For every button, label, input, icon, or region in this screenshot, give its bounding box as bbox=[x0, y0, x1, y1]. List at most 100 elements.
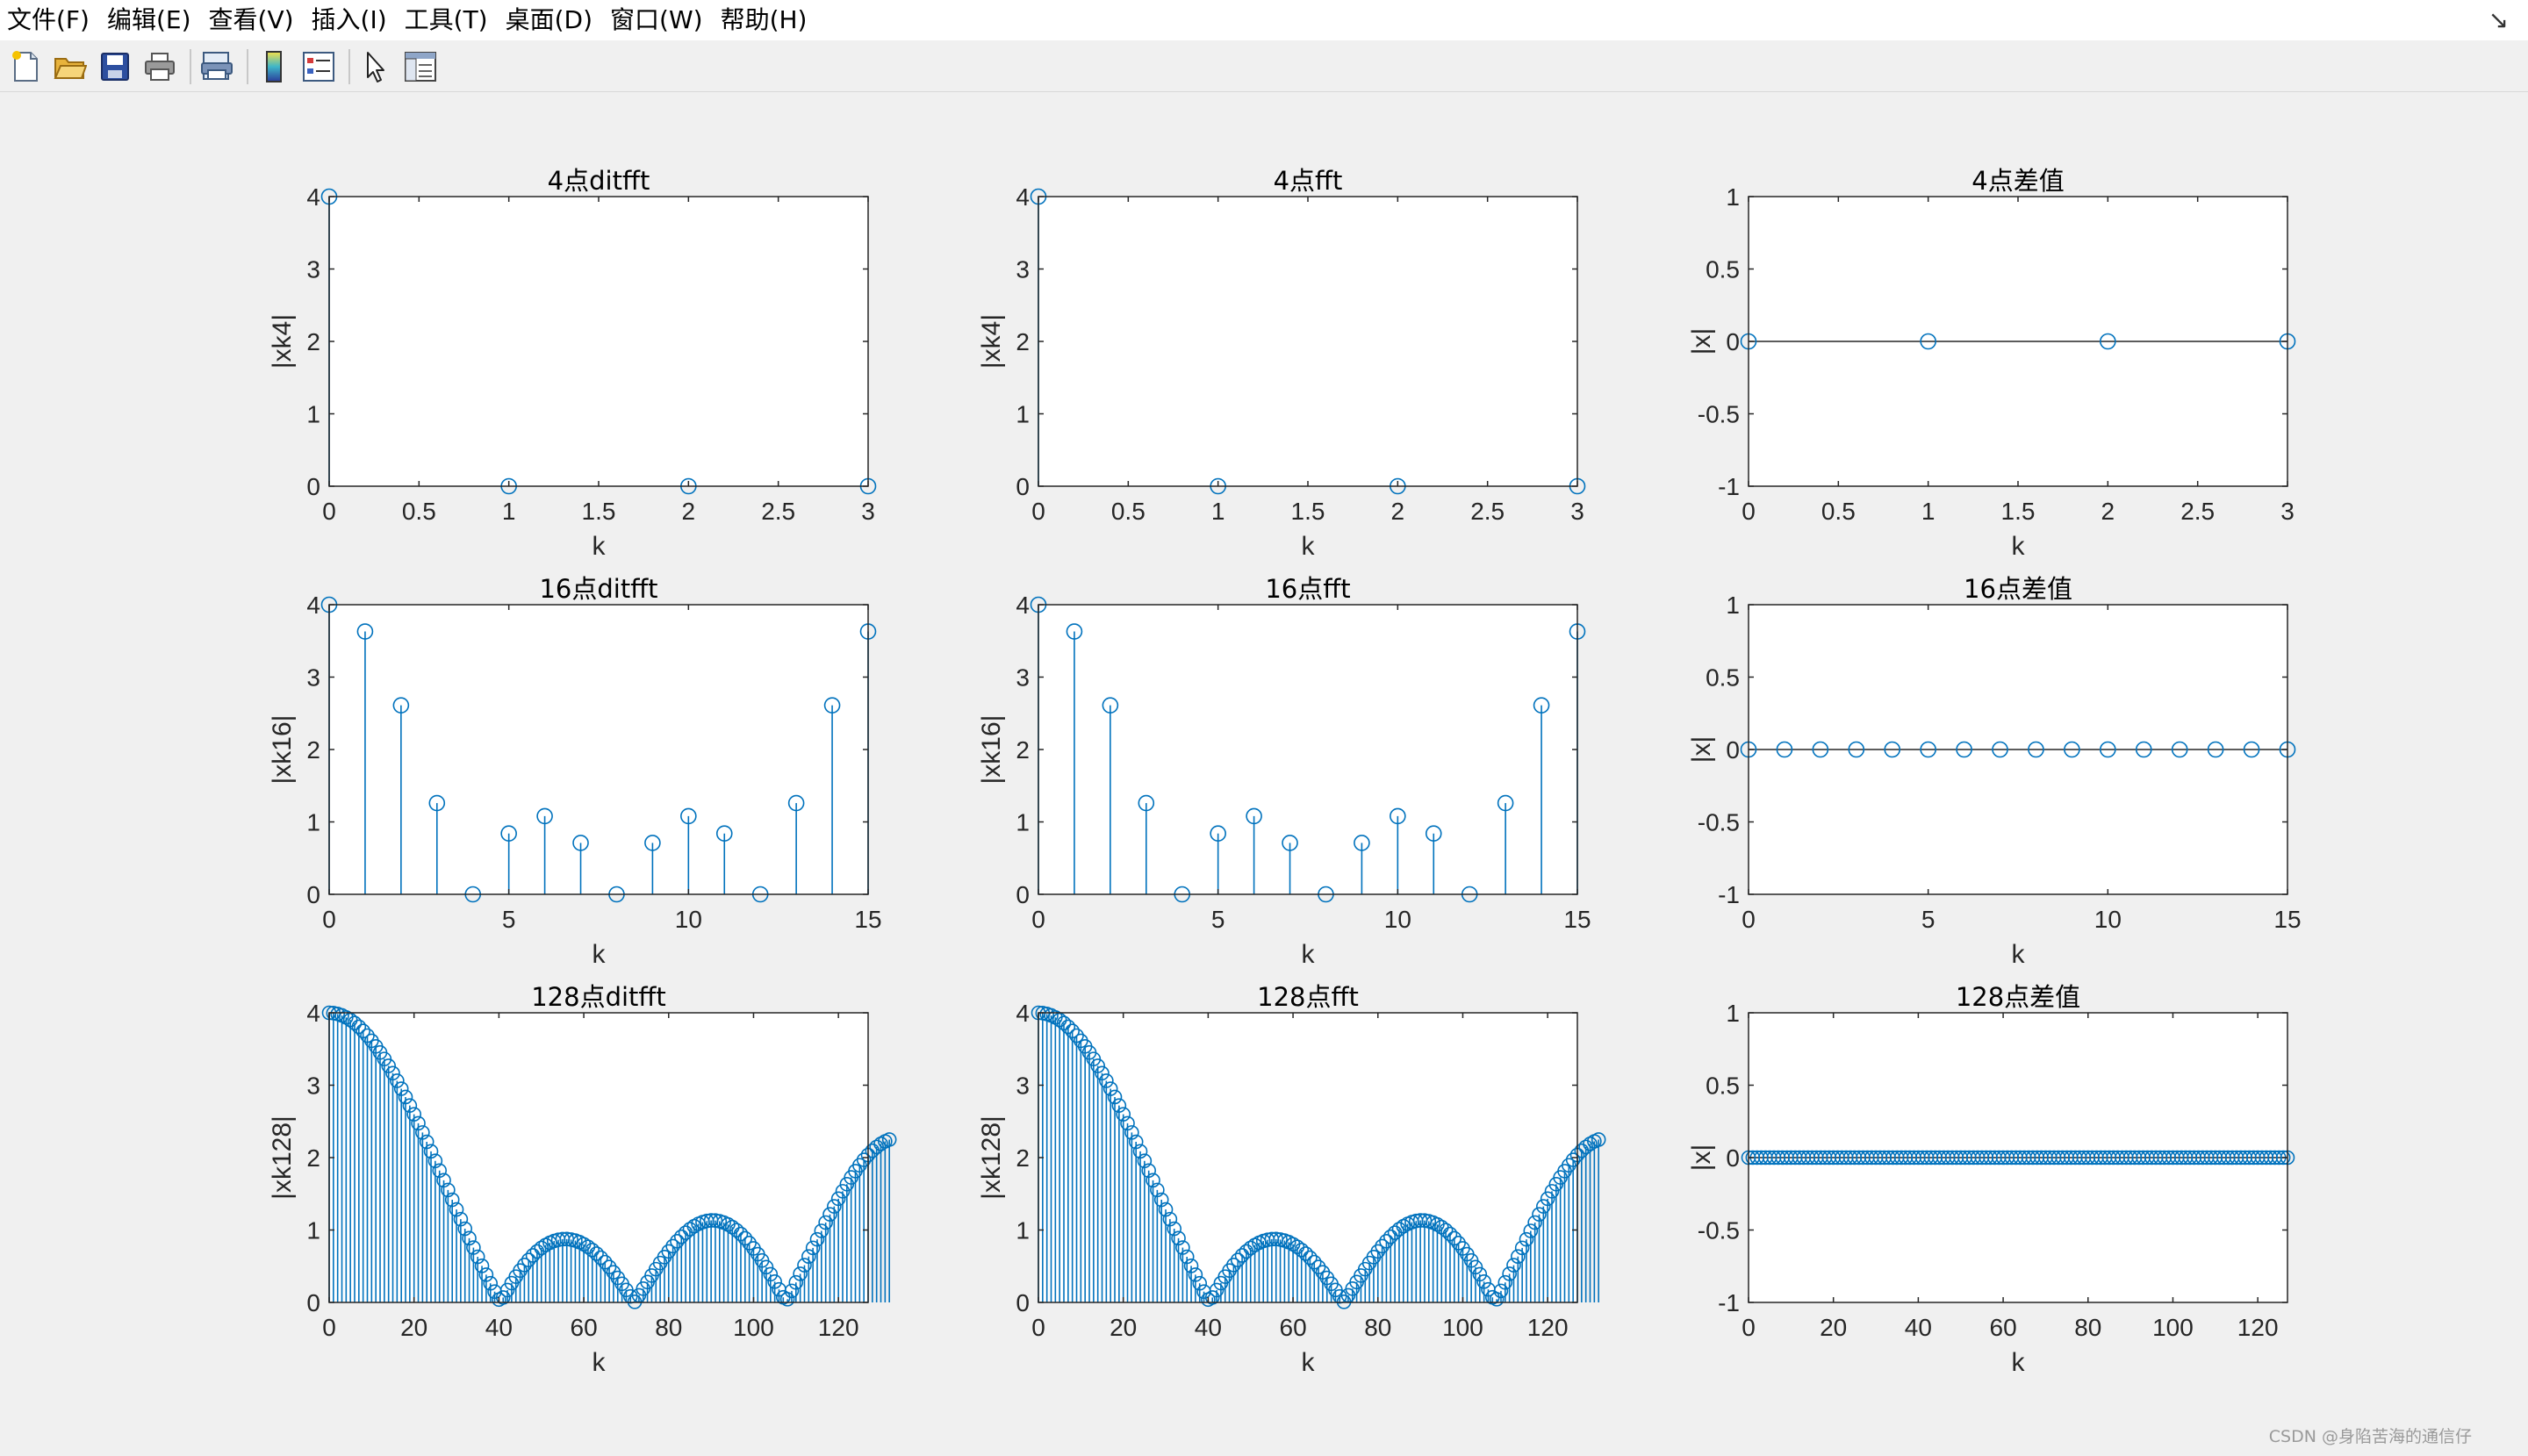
stem-marker bbox=[536, 807, 553, 825]
y-tick-label: 1 bbox=[1016, 401, 1030, 428]
y-tick-label: 0 bbox=[1016, 881, 1030, 908]
stem-marker bbox=[1497, 794, 1514, 812]
property-editor-icon[interactable] bbox=[400, 47, 441, 87]
x-tick-label: 20 bbox=[1110, 1314, 1137, 1341]
x-tick-label: 0.5 bbox=[1111, 498, 1146, 525]
y-axis-label: |xk16| bbox=[268, 715, 297, 785]
x-tick-label: 0 bbox=[322, 498, 336, 525]
y-tick-label: 2 bbox=[306, 328, 320, 355]
stem-marker bbox=[1532, 1207, 1547, 1222]
subplot-2: 0 0.5 1 1.5 2 2.5 3 0 1 2 3 4 4点fft k |xk4| bbox=[977, 166, 1586, 561]
stem-marker bbox=[1188, 1267, 1203, 1282]
subplot-5: 0 5 10 15 0 1 2 3 4 16点fft k |xk16| bbox=[977, 574, 1591, 969]
x-tick-label: 5 bbox=[502, 906, 516, 933]
x-axis-label: k bbox=[1302, 532, 1316, 561]
stem-marker bbox=[788, 1274, 804, 1290]
subplot-title: 16点ditfft bbox=[539, 574, 657, 604]
stem-marker bbox=[428, 794, 446, 812]
y-tick-label: 4 bbox=[1016, 592, 1030, 619]
stem-marker bbox=[517, 1258, 532, 1273]
y-tick-label: 4 bbox=[306, 1000, 320, 1027]
y-tick-label: 1 bbox=[306, 401, 320, 428]
stem-marker bbox=[2064, 741, 2080, 758]
stem-marker bbox=[680, 807, 697, 825]
y-tick-label: 0.5 bbox=[1706, 664, 1740, 692]
x-tick-label: 100 bbox=[733, 1314, 774, 1341]
axes-background bbox=[329, 605, 868, 894]
x-tick-label: 40 bbox=[1905, 1314, 1932, 1341]
menu-window[interactable]: 窗口(W) bbox=[610, 5, 703, 34]
save-icon[interactable] bbox=[95, 47, 135, 87]
stem-marker bbox=[402, 1098, 418, 1113]
stem-marker bbox=[521, 1252, 536, 1267]
x-tick-label: 100 bbox=[1442, 1314, 1483, 1341]
stem-marker bbox=[1243, 1240, 1259, 1256]
stem-marker bbox=[419, 1134, 434, 1150]
x-axis-label: k bbox=[1302, 940, 1316, 969]
legend-icon[interactable] bbox=[298, 47, 339, 87]
stem-marker bbox=[670, 1233, 685, 1249]
stem-marker bbox=[1230, 1252, 1246, 1267]
stem-marker bbox=[478, 1267, 494, 1282]
stem-marker bbox=[436, 1173, 451, 1188]
x-tick-label: 0 bbox=[1031, 906, 1045, 933]
subplot-title: 4点ditfft bbox=[548, 166, 650, 196]
stem-marker bbox=[2243, 741, 2260, 758]
stem-marker bbox=[1493, 1283, 1509, 1299]
menu-desktop[interactable]: 桌面(D) bbox=[505, 5, 593, 34]
stem-marker bbox=[470, 1249, 485, 1265]
y-tick-label: 1 bbox=[1726, 183, 1740, 211]
y-axis-label: |x| bbox=[1687, 736, 1716, 764]
menu-help[interactable]: 帮助(H) bbox=[720, 5, 808, 34]
print-icon[interactable] bbox=[140, 47, 180, 87]
menu-view[interactable]: 查看(V) bbox=[208, 5, 294, 34]
x-tick-label: 60 bbox=[1280, 1314, 1307, 1341]
stem-marker bbox=[733, 1226, 749, 1242]
menu-tools[interactable]: 工具(T) bbox=[404, 5, 488, 34]
dock-arrow-icon[interactable]: ↘ bbox=[2488, 5, 2509, 34]
stem-marker bbox=[823, 697, 841, 714]
colorbar-icon[interactable] bbox=[254, 47, 294, 87]
stem-marker bbox=[495, 1290, 511, 1305]
y-tick-label: -1 bbox=[1718, 881, 1740, 908]
y-tick-label: 4 bbox=[1016, 183, 1030, 211]
y-axis-label: |xk128| bbox=[268, 1115, 297, 1200]
stem-marker bbox=[809, 1231, 825, 1247]
stem-marker bbox=[1137, 1153, 1153, 1169]
axes-background bbox=[329, 197, 868, 486]
pointer-icon[interactable] bbox=[356, 47, 396, 87]
stem-marker bbox=[801, 1249, 816, 1264]
stem-marker bbox=[499, 1282, 515, 1298]
stem-marker bbox=[593, 1250, 608, 1266]
menu-file[interactable]: 文件(F) bbox=[7, 5, 90, 34]
y-tick-label: 2 bbox=[1016, 328, 1030, 355]
y-tick-label: 3 bbox=[306, 1072, 320, 1100]
watermark: CSDN @身陷苦海的通信仔 bbox=[2268, 1427, 2472, 1446]
y-tick-label: 2 bbox=[1016, 736, 1030, 764]
stem-marker bbox=[1354, 835, 1370, 851]
stem-marker bbox=[1390, 807, 1406, 825]
x-tick-label: 0 bbox=[322, 906, 336, 933]
y-tick-label: 0 bbox=[306, 473, 320, 500]
stem-marker bbox=[784, 1283, 800, 1299]
x-axis-label: k bbox=[2012, 940, 2026, 969]
stem-marker bbox=[462, 1230, 477, 1246]
stem-marker bbox=[830, 1191, 846, 1207]
x-tick-label: 0 bbox=[322, 1314, 336, 1341]
menu-edit[interactable]: 编辑(E) bbox=[106, 5, 191, 34]
x-tick-label: 15 bbox=[2273, 906, 2301, 933]
stem-marker bbox=[835, 1184, 851, 1199]
stem-marker bbox=[1102, 1081, 1118, 1096]
stem-marker bbox=[779, 1292, 795, 1307]
toolbar-separator bbox=[348, 49, 350, 84]
stem-marker bbox=[805, 1240, 821, 1256]
stem-marker bbox=[1992, 741, 2008, 758]
stem-marker bbox=[1379, 1233, 1394, 1249]
new-figure-icon[interactable] bbox=[5, 47, 46, 87]
print-preview-icon[interactable] bbox=[197, 47, 237, 87]
subplot-title: 4点差值 bbox=[1971, 166, 2064, 196]
toolbar-separator bbox=[247, 49, 248, 84]
y-tick-label: 3 bbox=[306, 664, 320, 692]
open-file-icon[interactable] bbox=[50, 47, 90, 87]
menu-insert[interactable]: 插入(I) bbox=[311, 5, 387, 34]
